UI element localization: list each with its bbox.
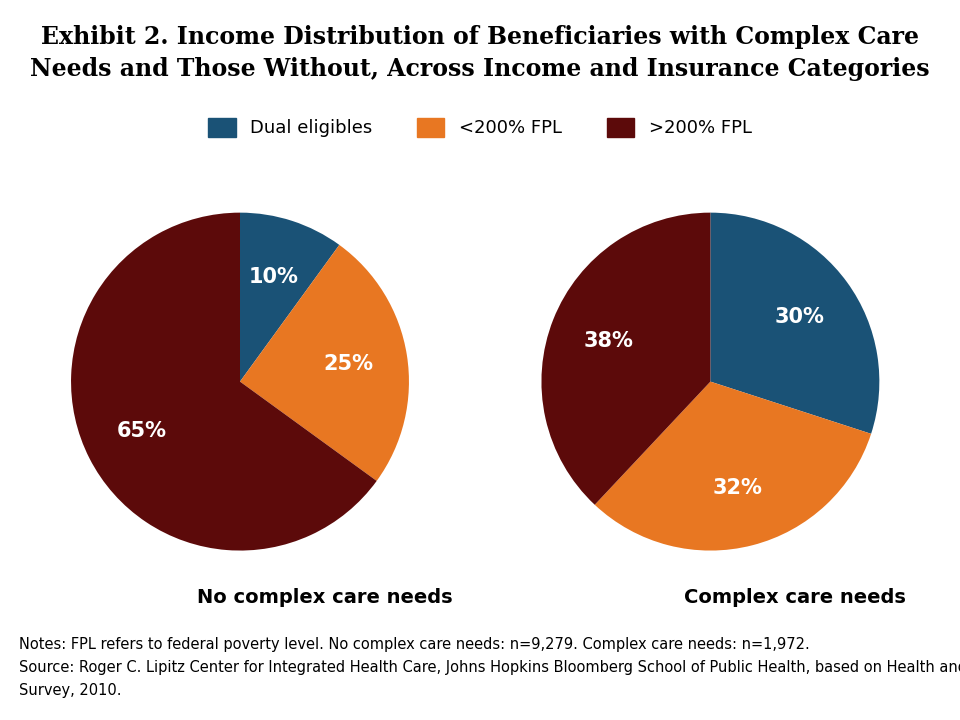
Wedge shape: [541, 212, 710, 505]
Text: Notes: FPL refers to federal poverty level. No complex care needs: n=9,279. Comp: Notes: FPL refers to federal poverty lev…: [19, 637, 810, 652]
Text: Survey, 2010.: Survey, 2010.: [19, 683, 122, 698]
Text: 38%: 38%: [584, 331, 634, 351]
Legend: Dual eligibles, <200% FPL, >200% FPL: Dual eligibles, <200% FPL, >200% FPL: [202, 111, 758, 145]
Text: 30%: 30%: [775, 307, 825, 327]
Text: 65%: 65%: [117, 421, 167, 441]
Wedge shape: [595, 382, 871, 551]
Wedge shape: [71, 212, 376, 551]
Text: Exhibit 2. Income Distribution of Beneficiaries with Complex Care
Needs and Thos: Exhibit 2. Income Distribution of Benefi…: [30, 25, 930, 81]
Text: 32%: 32%: [712, 478, 762, 498]
Text: Complex care needs: Complex care needs: [684, 588, 906, 607]
Wedge shape: [240, 212, 339, 382]
Text: 10%: 10%: [249, 267, 299, 287]
Text: No complex care needs: No complex care needs: [197, 588, 452, 607]
Wedge shape: [710, 212, 879, 434]
Text: 25%: 25%: [324, 354, 373, 374]
Text: Source: Roger C. Lipitz Center for Integrated Health Care, Johns Hopkins Bloombe: Source: Roger C. Lipitz Center for Integ…: [19, 660, 960, 675]
Wedge shape: [240, 245, 409, 481]
